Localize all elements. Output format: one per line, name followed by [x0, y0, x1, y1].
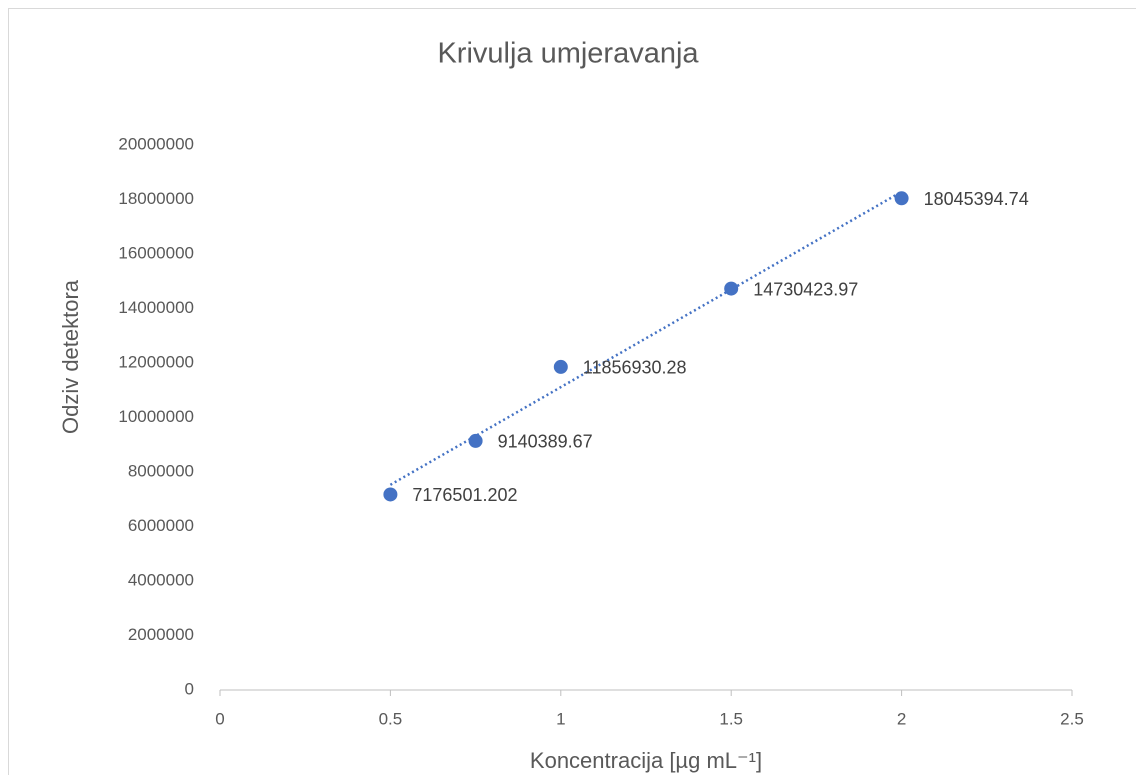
- x-tick-label: 1.5: [719, 709, 743, 728]
- y-tick-label: 2000000: [128, 625, 194, 644]
- point: [724, 281, 739, 296]
- y-tick-label: 20000000: [118, 134, 194, 153]
- x-axis-title: Koncentracija [µg mL⁻¹]: [530, 748, 762, 773]
- x-tick-label: 1: [556, 709, 565, 728]
- y-tick-label: 6000000: [128, 516, 194, 535]
- data-label: 7176501.202: [412, 485, 517, 505]
- data-label: 18045394.74: [924, 189, 1029, 209]
- y-axis-title: Odziv detektora: [58, 279, 83, 434]
- x-tick-label: 2: [897, 709, 906, 728]
- data-label: 9140389.67: [498, 432, 593, 452]
- chart-title: Krivulja umjeravanja: [437, 38, 699, 70]
- data-label: 11856930.28: [583, 358, 687, 378]
- y-tick-label: 8000000: [128, 461, 194, 480]
- y-tick-label: 0: [185, 679, 194, 698]
- y-tick-label: 16000000: [118, 243, 194, 262]
- point: [894, 191, 909, 206]
- y-tick-label: 18000000: [118, 189, 194, 208]
- chart-frame: [8, 8, 1136, 775]
- data-label: 14730423.97: [753, 279, 858, 299]
- x-tick-label: 0: [215, 709, 224, 728]
- y-tick-label: 10000000: [118, 407, 194, 426]
- y-tick-label: 14000000: [118, 298, 194, 317]
- x-tick-label: 0.5: [379, 709, 403, 728]
- point: [553, 359, 568, 374]
- point: [468, 433, 483, 448]
- y-tick-label: 4000000: [128, 570, 194, 589]
- y-tick-label: 12000000: [118, 352, 194, 371]
- point: [383, 487, 398, 502]
- trendline: [389, 190, 903, 486]
- x-tick-label: 2.5: [1060, 709, 1084, 728]
